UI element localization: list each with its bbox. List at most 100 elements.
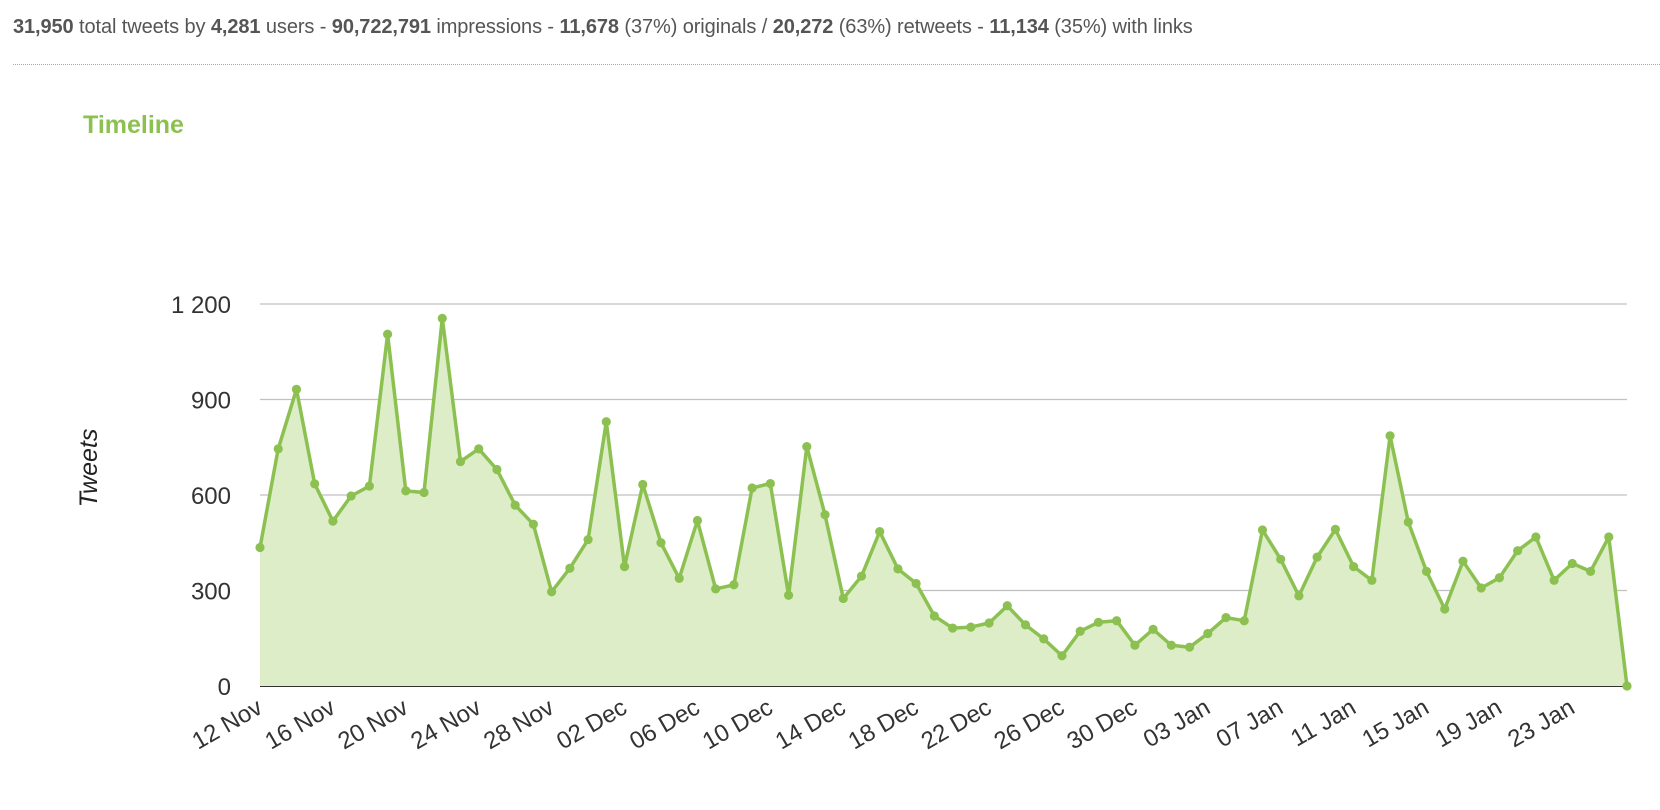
- data-point[interactable]: [1257, 525, 1268, 535]
- data-point[interactable]: [729, 580, 739, 590]
- data-point[interactable]: [1385, 431, 1395, 441]
- data-point[interactable]: [1148, 624, 1158, 634]
- x-tick-label: 02 Dec: [552, 694, 631, 755]
- data-point[interactable]: [638, 479, 648, 490]
- data-point[interactable]: [1622, 681, 1632, 691]
- data-point[interactable]: [820, 510, 830, 520]
- x-tick-label: 19 Jan: [1431, 694, 1507, 753]
- data-point[interactable]: [328, 516, 338, 526]
- data-point[interactable]: [692, 515, 703, 526]
- data-point[interactable]: [1585, 566, 1596, 577]
- data-point[interactable]: [802, 442, 812, 452]
- data-point[interactable]: [911, 578, 921, 589]
- data-point[interactable]: [565, 563, 575, 573]
- data-point[interactable]: [1604, 532, 1614, 542]
- y-tick-label: 300: [191, 579, 231, 606]
- data-point[interactable]: [674, 573, 684, 584]
- data-point[interactable]: [1531, 532, 1541, 542]
- data-point[interactable]: [1367, 575, 1377, 585]
- data-point[interactable]: [1421, 566, 1432, 577]
- data-point[interactable]: [346, 491, 356, 501]
- y-axis-label: Tweets: [75, 429, 103, 508]
- data-point[interactable]: [656, 538, 666, 548]
- data-point[interactable]: [747, 483, 757, 493]
- data-point[interactable]: [1184, 642, 1195, 652]
- total-tweets-value: 31,950: [13, 16, 74, 38]
- x-tick-label: 10 Dec: [698, 694, 777, 755]
- series-line: [258, 316, 1629, 687]
- y-tick-label: 1 200: [171, 292, 231, 319]
- x-tick-label: 30 Dec: [1063, 694, 1142, 755]
- x-tick-label: 11 Jan: [1286, 694, 1360, 753]
- x-tick-label: 22 Dec: [917, 694, 996, 755]
- data-point[interactable]: [1166, 640, 1176, 650]
- data-point[interactable]: [474, 444, 484, 454]
- data-point[interactable]: [1403, 517, 1413, 527]
- data-point[interactable]: [765, 478, 775, 489]
- x-tick-label: 07 Jan: [1212, 694, 1288, 753]
- data-point[interactable]: [1513, 546, 1523, 556]
- y-axis-ticks: 0 300 600 900 1 200: [171, 292, 231, 701]
- data-point[interactable]: [1312, 552, 1322, 562]
- data-point[interactable]: [1130, 640, 1140, 650]
- data-point[interactable]: [583, 534, 593, 545]
- data-point[interactable]: [1112, 616, 1122, 626]
- data-point[interactable]: [401, 486, 411, 496]
- x-tick-label: 20 Nov: [333, 694, 412, 755]
- impressions-label: impressions -: [436, 16, 554, 38]
- data-point[interactable]: [1093, 617, 1104, 627]
- data-point[interactable]: [437, 313, 447, 323]
- data-point[interactable]: [893, 564, 903, 574]
- x-tick-label: 28 Nov: [479, 694, 558, 755]
- data-point[interactable]: [948, 623, 958, 633]
- users-value: 4,281: [210, 16, 261, 38]
- data-point[interactable]: [875, 527, 885, 537]
- data-point[interactable]: [1549, 575, 1559, 585]
- data-point[interactable]: [601, 417, 611, 427]
- data-point[interactable]: [1458, 556, 1468, 566]
- data-point[interactable]: [1057, 651, 1067, 661]
- data-point[interactable]: [1075, 626, 1085, 636]
- data-point[interactable]: [1494, 573, 1505, 583]
- data-point[interactable]: [1294, 591, 1304, 601]
- data-point[interactable]: [419, 487, 429, 498]
- data-point[interactable]: [838, 593, 848, 604]
- data-point[interactable]: [711, 584, 721, 594]
- data-point[interactable]: [291, 384, 302, 394]
- x-tick-label: 15 Jan: [1358, 694, 1434, 753]
- data-point[interactable]: [255, 542, 265, 553]
- data-point[interactable]: [1567, 558, 1577, 569]
- data-point[interactable]: [1002, 601, 1012, 611]
- data-point[interactable]: [1476, 583, 1486, 593]
- data-point[interactable]: [1440, 604, 1450, 614]
- data-point[interactable]: [364, 481, 374, 491]
- data-point[interactable]: [1020, 620, 1031, 630]
- series-area: [260, 318, 1627, 686]
- data-point[interactable]: [984, 618, 994, 628]
- data-point[interactable]: [510, 500, 520, 510]
- data-point[interactable]: [1239, 616, 1249, 626]
- data-point[interactable]: [1276, 554, 1286, 564]
- data-point[interactable]: [619, 562, 630, 572]
- data-point[interactable]: [1221, 612, 1231, 623]
- x-tick-label: 14 Dec: [771, 694, 850, 755]
- x-tick-label: 26 Dec: [990, 694, 1069, 755]
- data-point[interactable]: [273, 444, 283, 454]
- data-point[interactable]: [929, 611, 939, 621]
- data-point[interactable]: [1203, 628, 1213, 639]
- data-point[interactable]: [492, 464, 502, 475]
- links-label: (35%) with links: [1054, 16, 1193, 38]
- data-point[interactable]: [382, 329, 393, 339]
- data-point[interactable]: [1039, 634, 1049, 644]
- data-point[interactable]: [1349, 562, 1359, 572]
- data-point[interactable]: [547, 587, 557, 597]
- retweets-value: 20,272: [772, 16, 834, 38]
- data-point[interactable]: [966, 622, 976, 632]
- data-point[interactable]: [856, 571, 867, 581]
- data-point[interactable]: [310, 479, 320, 489]
- data-point[interactable]: [455, 456, 466, 467]
- data-point[interactable]: [783, 590, 794, 600]
- data-point[interactable]: [528, 519, 539, 529]
- data-point[interactable]: [1330, 524, 1340, 534]
